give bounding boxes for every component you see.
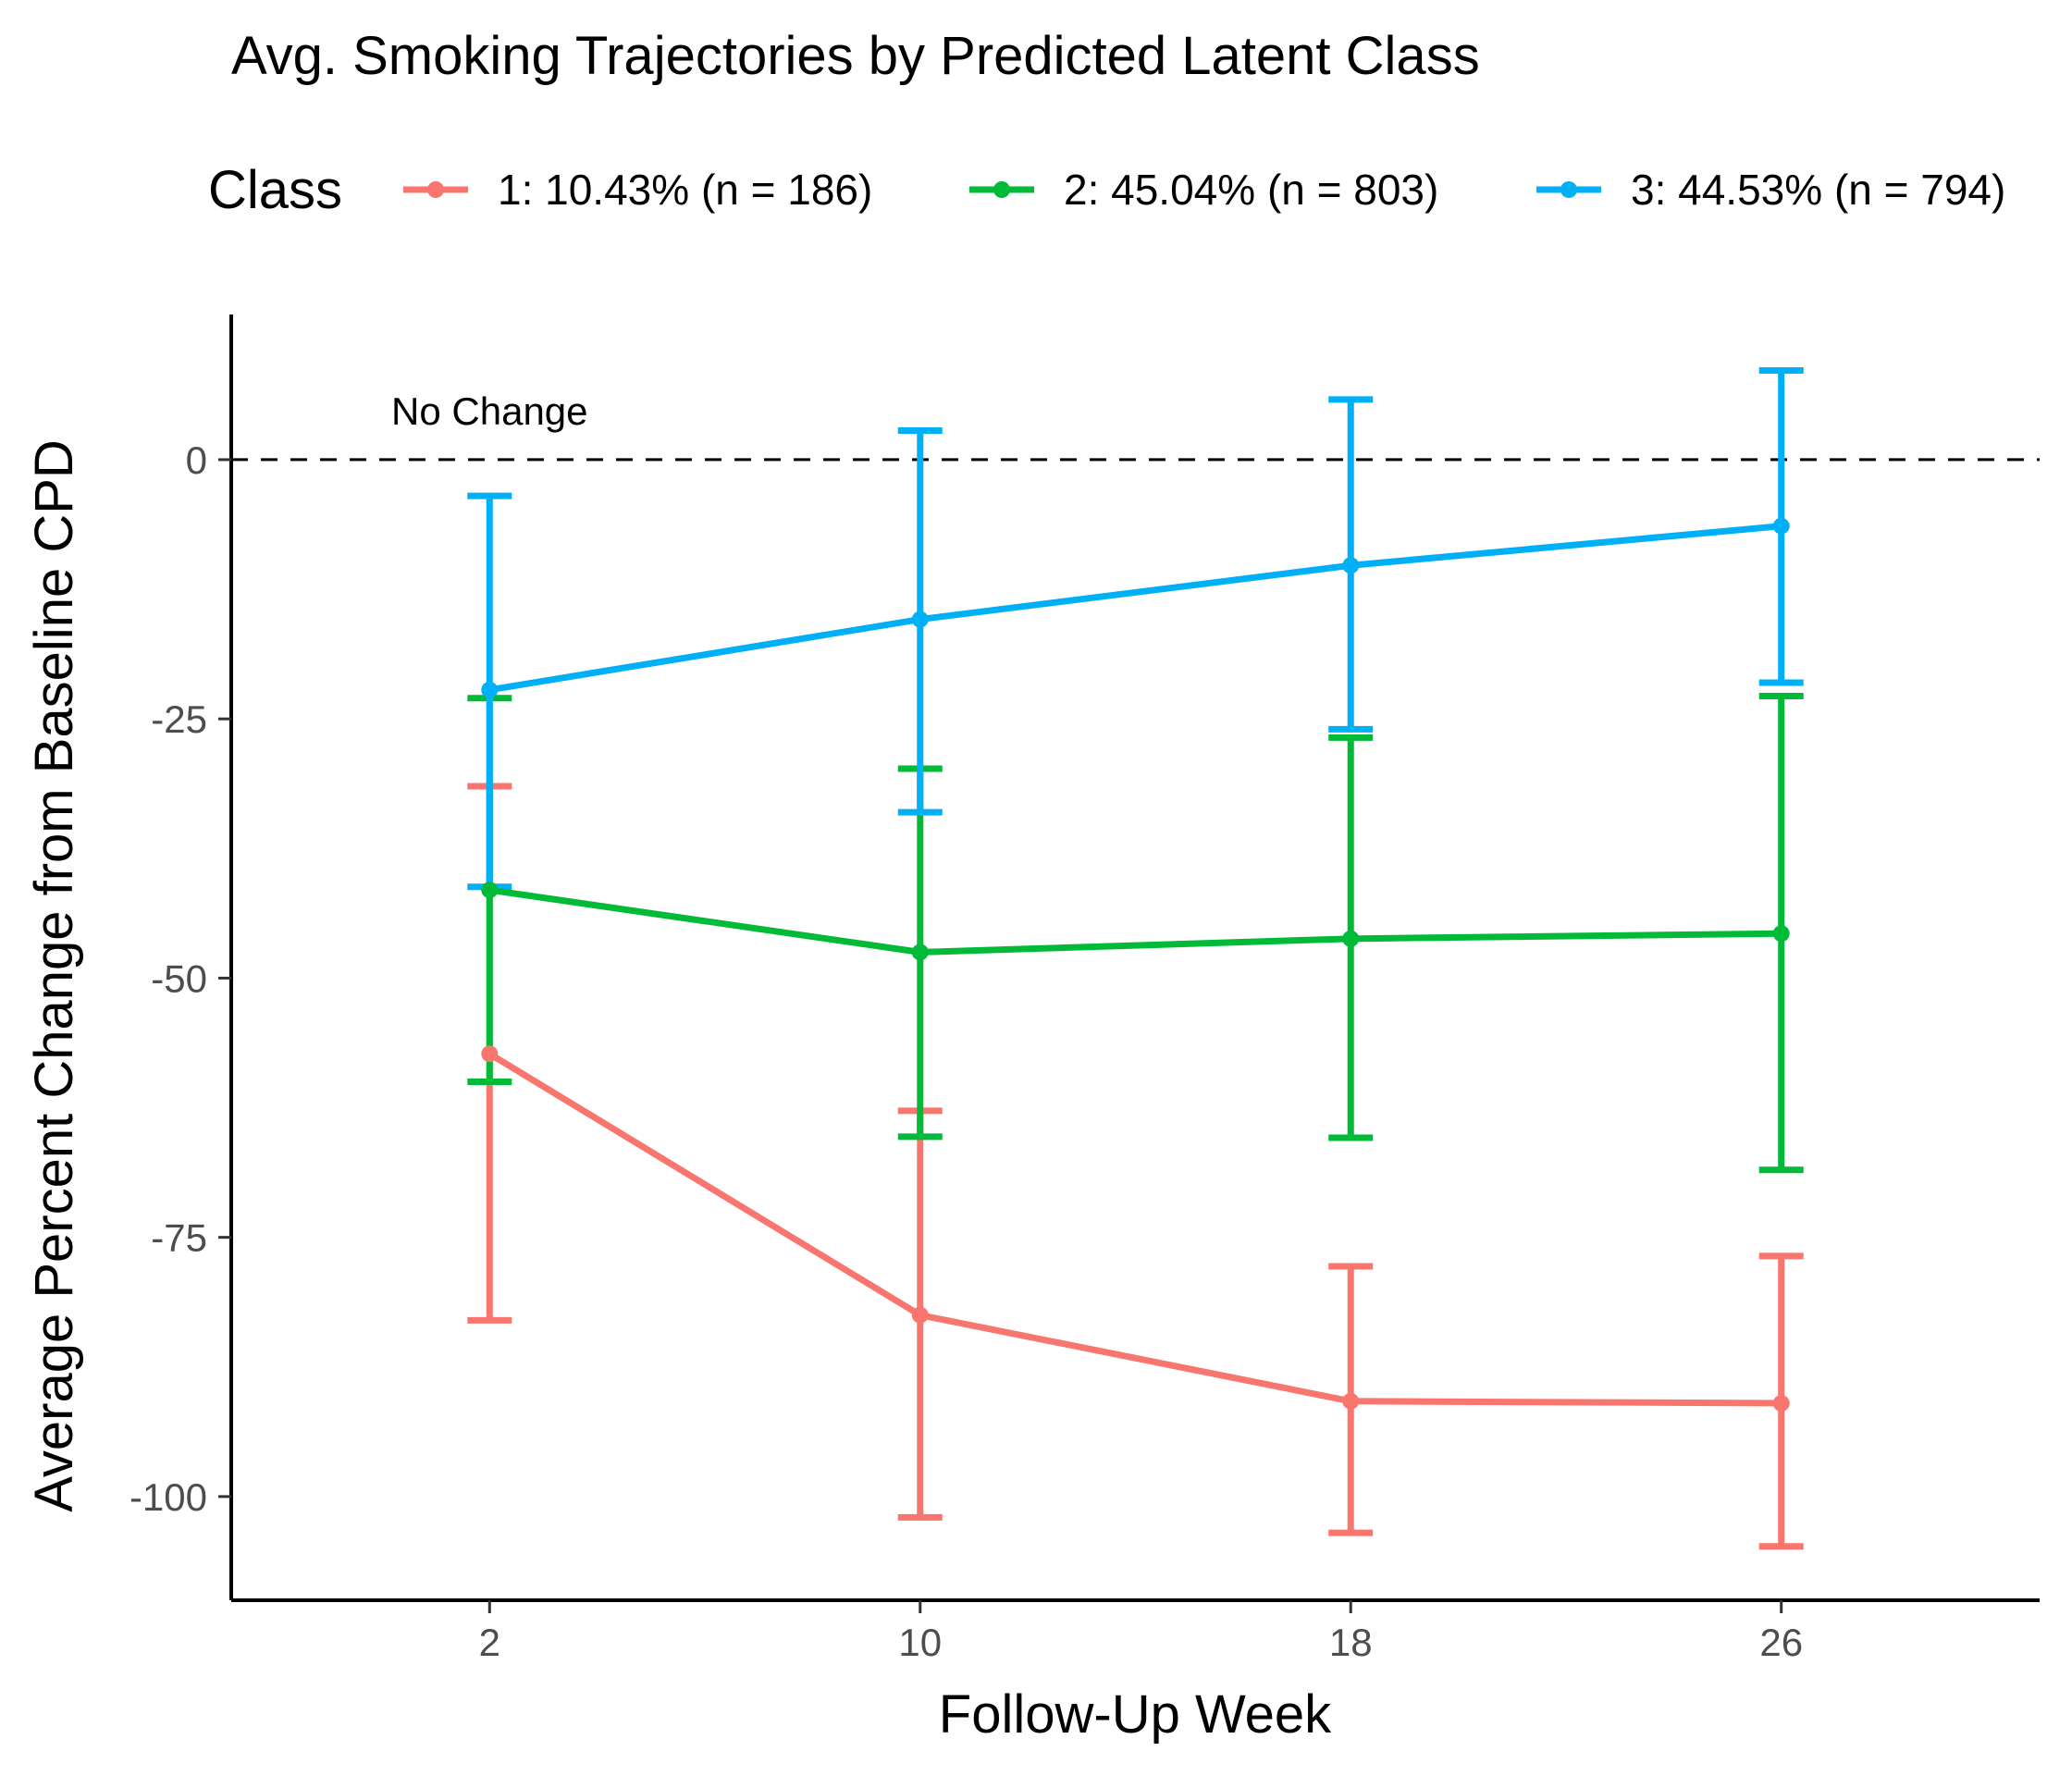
data-point-3-4	[1772, 517, 1790, 535]
data-point-1-1	[481, 1045, 499, 1063]
legend: Class 1: 10.43% (n = 186) 2: 45.04% (n = …	[208, 160, 2005, 220]
legend-key-point-3	[1560, 181, 1577, 198]
data-point-3-2	[911, 610, 929, 628]
y-tick-label: -75	[151, 1216, 207, 1260]
x-tick-label: 18	[1329, 1621, 1373, 1664]
data-point-1-3	[1342, 1392, 1360, 1410]
y-tick-label: -50	[151, 956, 207, 1000]
legend-label-2: 2: 45.04% (n = 803)	[1064, 166, 1438, 214]
data-point-2-4	[1772, 925, 1790, 943]
legend-key-point-2	[993, 181, 1010, 198]
series-line-3	[488, 523, 1782, 694]
data-point-2-2	[911, 944, 929, 961]
legend-item-1: 1: 10.43% (n = 186)	[403, 166, 872, 214]
y-tick-label: -25	[151, 697, 207, 741]
x-tick-label: 2	[479, 1621, 500, 1664]
legend-item-3: 3: 44.53% (n = 794)	[1536, 166, 2005, 214]
y-axis-title: Average Percent Change from Baseline CPD	[24, 439, 84, 1512]
x-axis-title: Follow-Up Week	[939, 1684, 1332, 1745]
y-tick-label: 0	[186, 438, 207, 482]
chart-title: Avg. Smoking Trajectories by Predicted L…	[231, 26, 1480, 86]
data-point-1-4	[1772, 1395, 1790, 1412]
axes: 0 -25 -50 -75 -100 2 10 18 26	[130, 314, 2040, 1664]
legend-title: Class	[208, 160, 342, 220]
data-point-1-2	[911, 1306, 929, 1324]
x-tick-label: 26	[1759, 1621, 1803, 1664]
plot-area: No Change	[231, 367, 2040, 1550]
legend-label-1: 1: 10.43% (n = 186)	[498, 166, 872, 214]
x-tick-label: 10	[898, 1621, 942, 1664]
series-line-2	[488, 886, 1782, 956]
y-tick-label: -100	[130, 1475, 207, 1519]
reference-line-label: No Change	[391, 389, 587, 433]
legend-label-3: 3: 44.53% (n = 794)	[1631, 166, 2005, 214]
data-point-3-3	[1342, 557, 1360, 574]
legend-item-2: 2: 45.04% (n = 803)	[969, 166, 1438, 214]
legend-key-point-1	[427, 181, 444, 198]
data-point-2-3	[1342, 930, 1360, 947]
data-point-3-1	[481, 681, 499, 698]
series-line-1	[487, 1051, 1782, 1407]
data-point-2-1	[481, 882, 499, 899]
